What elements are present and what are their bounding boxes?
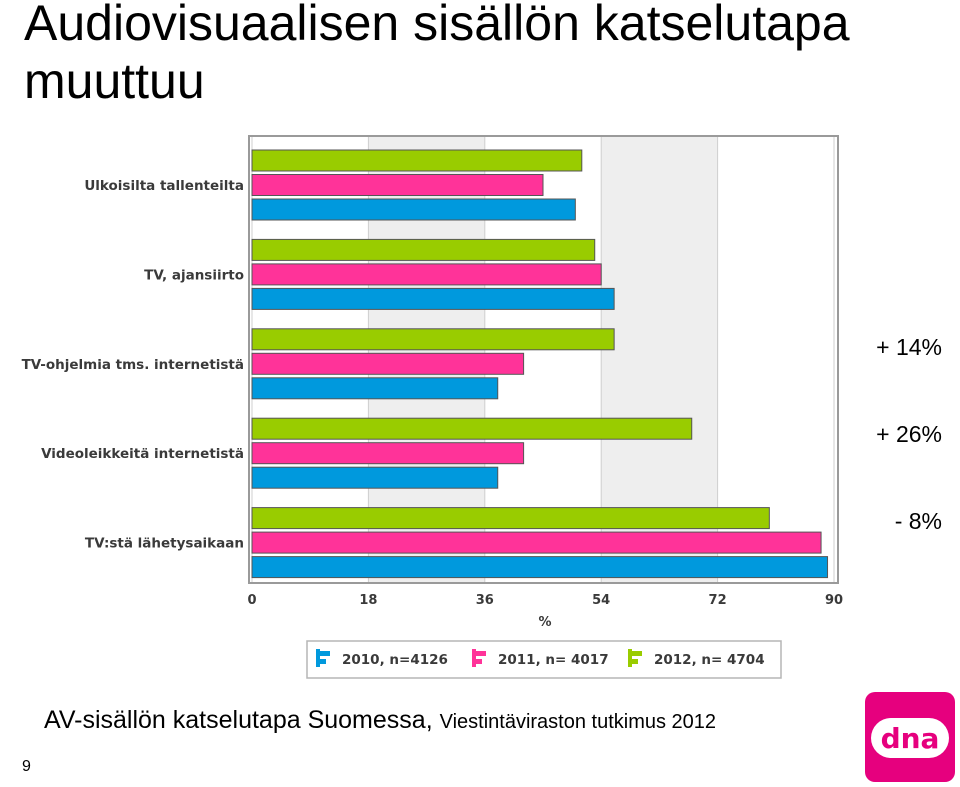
legend-swatch: [320, 651, 330, 656]
bar: [251, 174, 544, 196]
x-tick-label: 36: [476, 593, 494, 608]
logo-text: dna: [881, 722, 940, 755]
legend-swatch: [632, 651, 642, 656]
x-tick-label: 0: [247, 593, 256, 608]
category-label: Videoleikkeitä internetistä: [41, 446, 244, 462]
legend-box: [306, 640, 782, 679]
bar: [251, 442, 525, 465]
category-label: TV, ajansiirto: [144, 267, 244, 283]
category-label: Ulkoisilta tallenteilta: [84, 178, 244, 194]
annotation-change-2: + 26%: [876, 421, 942, 447]
annotation-change-3: - 8%: [894, 508, 942, 534]
bar-chart: Ulkoisilta tallenteilta TV, ajansiirto TV-…: [22, 135, 843, 679]
legend-label: 2011, n= 4017: [498, 652, 609, 668]
bar: [251, 507, 770, 530]
legend-swatch: [320, 659, 326, 664]
bar: [251, 263, 602, 286]
caption-text: AV-sisällön katselutapa Suomessa,: [44, 706, 433, 734]
legend-swatch: [476, 659, 482, 664]
bar: [251, 417, 693, 440]
legend-swatch: [472, 649, 476, 667]
x-tick-label: 54: [592, 593, 610, 608]
caption-source: Viestintäviraston tutkimus 2012: [439, 711, 717, 733]
bar: [251, 287, 615, 310]
bar: [251, 466, 499, 489]
bar: [251, 198, 576, 221]
bar: [251, 377, 499, 400]
bar: [251, 149, 583, 172]
bar: [251, 328, 615, 351]
category-label: TV:stä lähetysaikaan: [85, 536, 244, 552]
category-label: TV-ohjelmia tms. internetistä: [22, 357, 244, 373]
slide-caption: AV-sisällön katselutapa Suomessa, Viesti…: [44, 706, 716, 735]
bar: [251, 531, 822, 554]
legend-label: 2012, n= 4704: [654, 652, 765, 668]
legend-label: 2010, n=4126: [342, 652, 448, 668]
bar: [251, 238, 596, 261]
bar: [251, 556, 829, 579]
legend-swatch: [628, 649, 632, 667]
page-number: 9: [22, 758, 31, 775]
bar: [251, 352, 525, 375]
x-tick-label: 72: [709, 593, 727, 608]
legend-swatch: [476, 651, 486, 656]
x-tick-label: 90: [825, 593, 843, 608]
x-axis-label: %: [538, 615, 551, 630]
legend-swatch: [316, 649, 320, 667]
slide-title: Audiovisuaalisen sisällön katselutapa mu…: [24, 0, 850, 109]
x-tick-label: 18: [359, 593, 377, 608]
dna-logo-icon: dna: [871, 718, 949, 758]
legend-swatch: [632, 659, 638, 664]
annotation-change-1: + 14%: [876, 334, 942, 360]
plot-border: [248, 135, 839, 584]
dna-logo: dna: [865, 692, 955, 782]
